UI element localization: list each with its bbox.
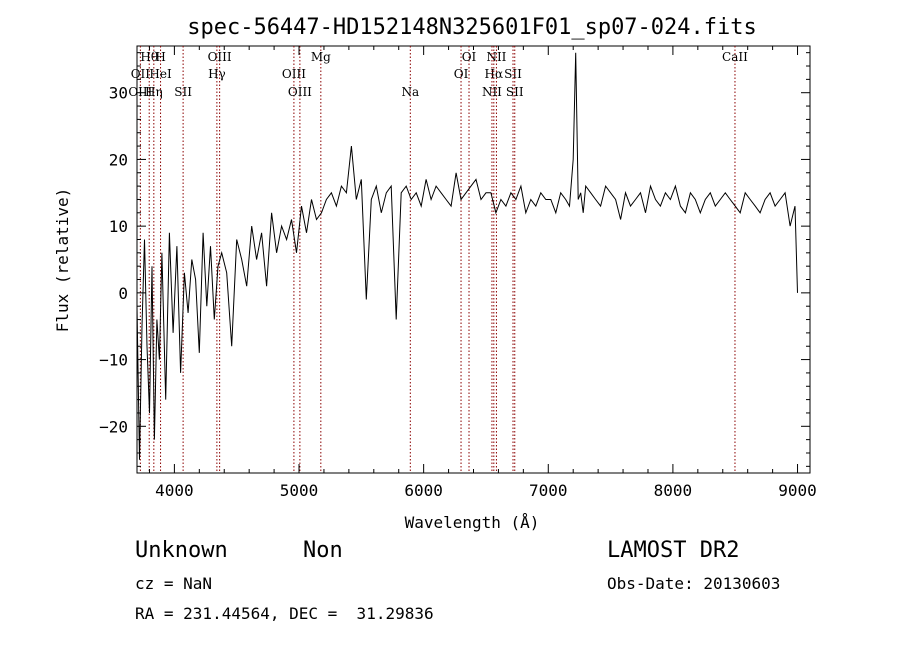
- spectrum-line: [136, 52, 798, 460]
- line-marker-label: OIII: [208, 50, 232, 64]
- x-tick-label: 5000: [280, 481, 319, 500]
- y-tick-label: 10: [109, 217, 128, 236]
- line-marker-label: SII: [174, 85, 192, 99]
- x-tick-label: 9000: [778, 481, 817, 500]
- plot-frame: [136, 45, 811, 474]
- object-subclass: Non: [303, 538, 343, 563]
- line-marker-label: H: [155, 50, 165, 64]
- chart-title: spec-56447-HD152148N325601F01_sp07-024.f…: [187, 15, 757, 40]
- object-class: Unknown: [135, 538, 228, 563]
- y-tick-label: 30: [109, 84, 128, 103]
- x-axis-label: Wavelength (Å): [405, 513, 540, 532]
- line-marker-label: OIII: [128, 85, 152, 99]
- line-marker-label: Hγ: [208, 67, 226, 81]
- x-tick-label: 6000: [404, 481, 443, 500]
- line-marker-label: Mg: [311, 50, 331, 64]
- y-tick-label: 0: [118, 284, 128, 303]
- observation-date: Obs-Date: 20130603: [607, 574, 781, 593]
- y-tick-label: −10: [99, 351, 128, 370]
- line-marker-label: OI: [454, 67, 469, 81]
- y-tick-label: 20: [109, 150, 128, 169]
- line-marker-label: Na: [401, 85, 419, 99]
- line-marker-label: NII: [486, 50, 506, 64]
- survey-name: LAMOST DR2: [607, 538, 740, 563]
- line-marker-label: OI: [462, 50, 477, 64]
- redshift-cz: cz = NaN: [135, 574, 213, 593]
- x-tick-label: 7000: [529, 481, 568, 500]
- line-marker-label: OIII: [282, 67, 306, 81]
- line-marker-label: NII: [482, 85, 502, 99]
- x-tick-label: 8000: [654, 481, 693, 500]
- line-marker-label: Hη: [145, 85, 163, 99]
- line-marker-label: HeI: [149, 67, 172, 81]
- y-axis-label: Flux (relative): [53, 188, 72, 333]
- y-tick-label: −20: [99, 417, 128, 436]
- line-marker-label: OII: [131, 67, 151, 81]
- line-marker-label: SII: [506, 85, 524, 99]
- line-marker-label: CaII: [722, 50, 748, 64]
- line-marker-label: SII: [504, 67, 522, 81]
- x-tick-label: 4000: [155, 481, 194, 500]
- line-marker-label: OIII: [288, 85, 312, 99]
- line-marker-label: Hα: [485, 67, 504, 81]
- coordinates: RA = 231.44564, DEC = 31.29836: [135, 604, 434, 623]
